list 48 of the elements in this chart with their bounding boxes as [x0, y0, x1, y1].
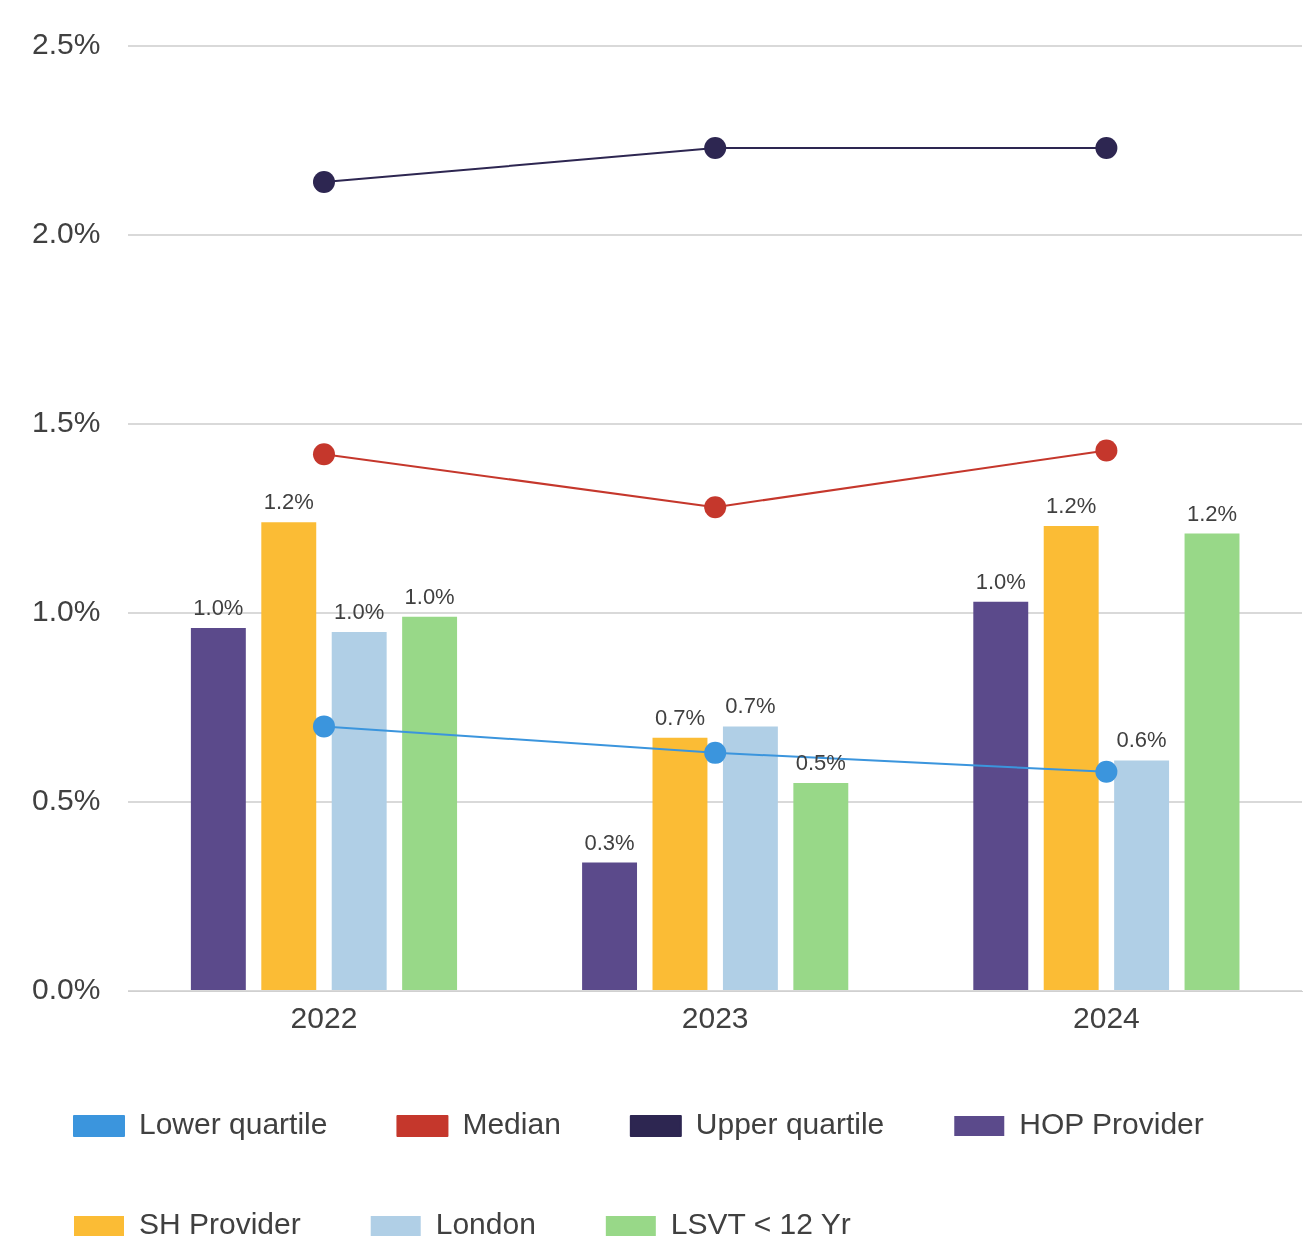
bar — [261, 522, 317, 990]
legend-label: London — [435, 1207, 536, 1241]
point — [312, 715, 335, 738]
bar — [190, 628, 246, 990]
data-label: 0.6% — [1116, 727, 1167, 753]
x-tick-label: 2023 — [681, 1001, 749, 1035]
data-label: 1.0% — [975, 568, 1026, 594]
point — [704, 741, 727, 764]
legend-label: Lower quartile — [139, 1107, 328, 1141]
data-label: 0.7% — [654, 704, 706, 730]
x-tick-label: 2022 — [290, 1001, 358, 1035]
point — [1095, 760, 1118, 783]
data-label: 1.0% — [193, 595, 244, 621]
legend-label: SH Provider — [139, 1207, 301, 1241]
point — [704, 137, 727, 160]
bar — [973, 601, 1029, 990]
legend-label: Upper quartile — [695, 1107, 885, 1141]
x-tick-label: 2024 — [1073, 1001, 1140, 1035]
bar — [1184, 533, 1240, 990]
y-tick-label: 0.5% — [31, 783, 101, 817]
point — [1095, 439, 1118, 462]
data-label: 1.2% — [1046, 493, 1097, 519]
point — [704, 496, 727, 519]
bar — [652, 737, 708, 990]
bar — [793, 783, 849, 990]
y-tick-label: 0.0% — [31, 972, 101, 1006]
y-tick-label: 2.0% — [31, 216, 101, 250]
data-label: 0.7% — [725, 693, 776, 719]
bar — [402, 616, 458, 990]
data-label: 0.3% — [584, 829, 635, 855]
y-tick-label: 1.0% — [31, 594, 101, 628]
data-label: 1.2% — [1186, 500, 1238, 526]
data-label: 1.2% — [263, 489, 314, 515]
y-tick-label: 2.5% — [31, 27, 101, 61]
data-label: 1.0% — [404, 583, 455, 609]
point — [312, 443, 335, 466]
legend-label: LSVT < 12 Yr — [670, 1207, 851, 1241]
bar — [582, 862, 638, 990]
legend-label: HOP Provider — [1019, 1107, 1204, 1141]
bar — [722, 726, 778, 990]
point — [312, 171, 335, 194]
bar — [1043, 526, 1099, 990]
bar — [1114, 760, 1170, 990]
bar — [331, 631, 387, 990]
legend-label: Median — [462, 1107, 561, 1141]
point — [1095, 137, 1118, 160]
data-label: 1.0% — [334, 598, 385, 624]
y-tick-label: 1.5% — [31, 405, 101, 439]
